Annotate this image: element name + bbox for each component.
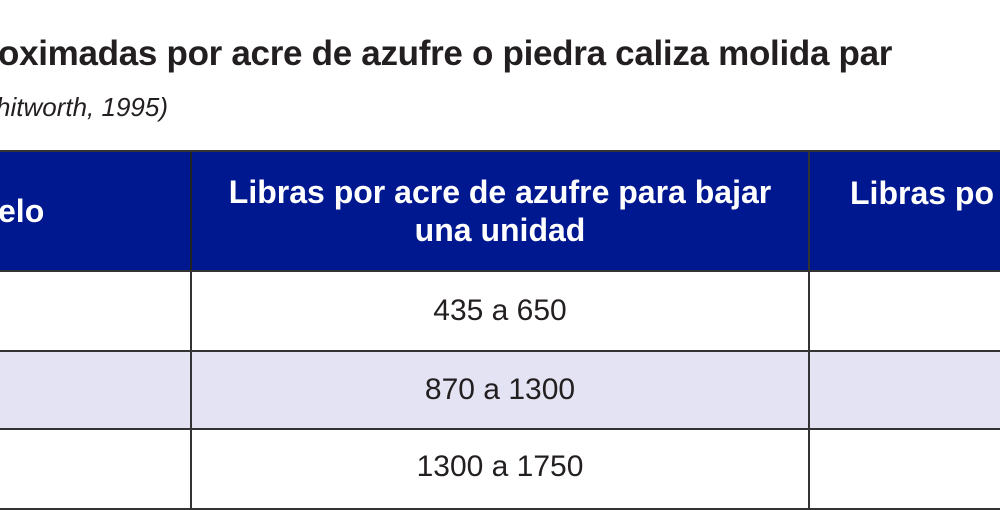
- table-cell: [0, 352, 190, 428]
- table-row: 1300 a 1750: [0, 430, 1000, 510]
- table-row: 435 a 650: [0, 272, 1000, 352]
- table-cell: [808, 352, 1000, 428]
- header-label: Libras por acre de azufre para bajar una…: [228, 174, 772, 248]
- document-subtitle: hitworth, 1995): [0, 92, 168, 122]
- header-label: Libras po: [850, 175, 995, 211]
- table-cell: 1300 a 1750: [190, 430, 808, 508]
- table-cell: 435 a 650: [190, 272, 808, 350]
- table-cell: [0, 272, 190, 350]
- table-cell: 870 a 1300: [190, 352, 808, 428]
- data-table: elo Libras por acre de azufre para bajar…: [0, 150, 1000, 510]
- header-cell-limestone: Libras po: [808, 152, 1000, 270]
- table-cell: [808, 430, 1000, 508]
- table-cell: [808, 272, 1000, 350]
- table-cell: [0, 430, 190, 508]
- header-cell-soil: elo: [0, 152, 190, 270]
- table-header-row: elo Libras por acre de azufre para bajar…: [0, 152, 1000, 272]
- header-label: elo: [0, 193, 45, 229]
- document-title: oximadas por acre de azufre o piedra cal…: [0, 34, 893, 73]
- table-row: 870 a 1300: [0, 352, 1000, 430]
- header-cell-sulfur: Libras por acre de azufre para bajar una…: [190, 152, 808, 270]
